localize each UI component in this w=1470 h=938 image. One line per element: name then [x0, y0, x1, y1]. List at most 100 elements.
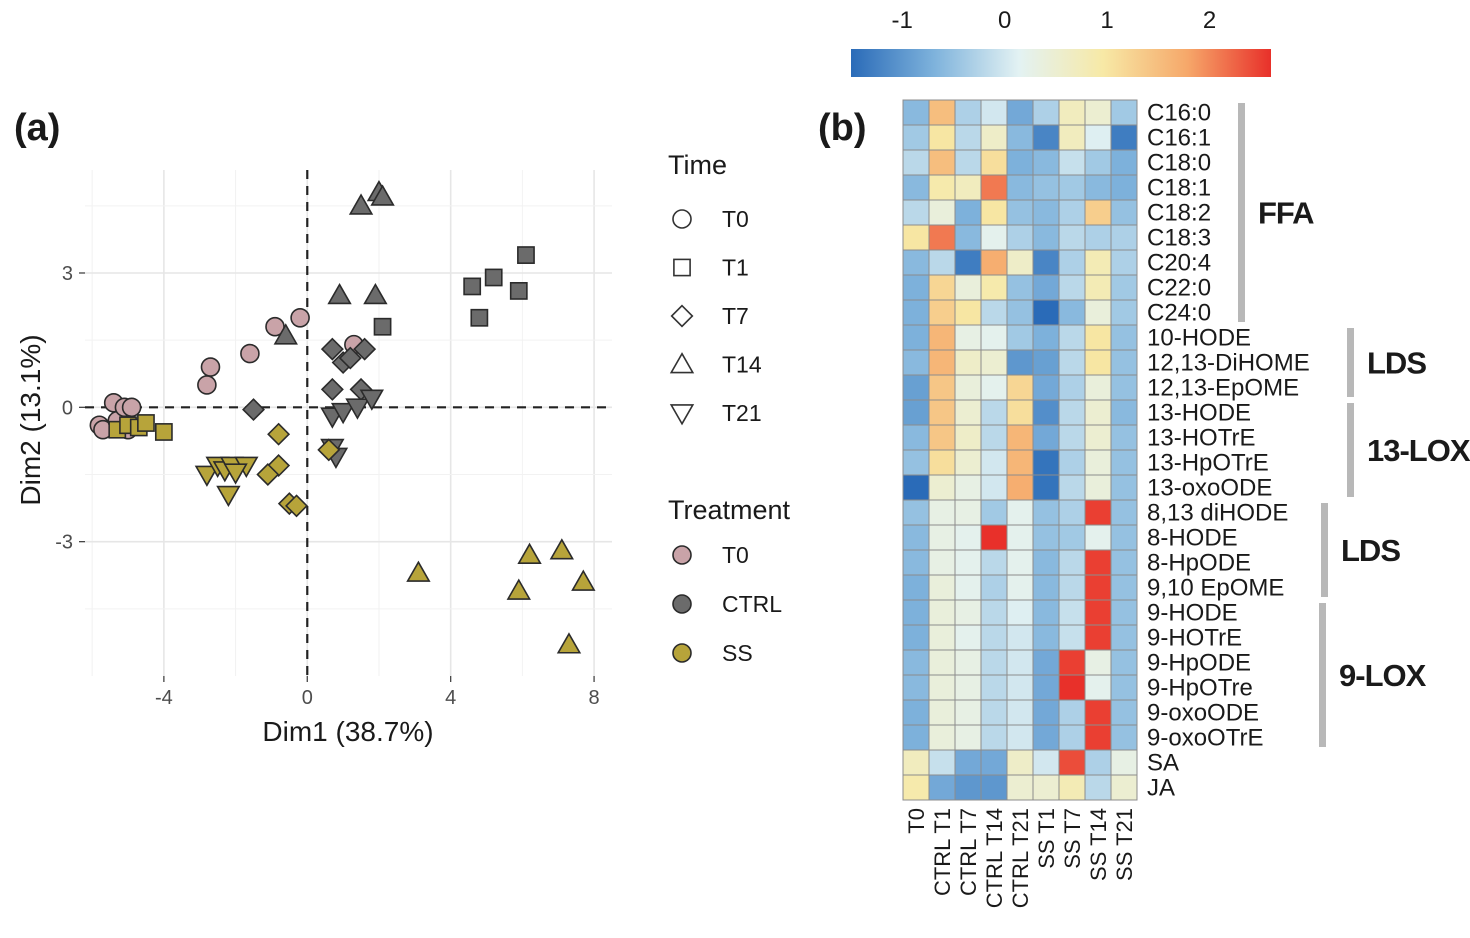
data-point-ctrl-square [509, 282, 528, 300]
heatmap-row-label: 9-HOTrE [1147, 625, 1242, 652]
legend-time-t0-label: T0 [722, 206, 749, 232]
heatmap-cell [902, 399, 930, 426]
heatmap-cell [1006, 424, 1034, 451]
heatmap-cell [902, 599, 930, 626]
scatter-axes: -4 0 4 8 3 0 -3 [55, 170, 612, 709]
heatmap-cell [928, 649, 956, 676]
heatmap-row-label: 8-HpODE [1147, 550, 1251, 577]
heatmap-cell [1110, 599, 1138, 626]
legend-time-t0-icon [672, 209, 692, 229]
heatmap-cell [902, 699, 930, 726]
heatmap-cell [1084, 724, 1112, 751]
heatmap-cell [1032, 349, 1060, 376]
legend-treatment-ss-icon [672, 643, 692, 663]
heatmap-cell [1110, 499, 1138, 526]
heatmap-row-label: C24:0 [1147, 300, 1211, 327]
heatmap-column-label: SS T21 [1112, 808, 1137, 881]
heatmap-row-label: 8,13 diHODE [1147, 500, 1288, 527]
group-bracket [1238, 103, 1245, 322]
heatmap-row-label: C16:0 [1147, 100, 1211, 127]
heatmap-cell [902, 274, 930, 301]
heatmap-cell [1032, 599, 1060, 626]
data-point-ctrl-diamond [320, 377, 344, 401]
heatmap-cell [1084, 349, 1112, 376]
heatmap-cell [980, 474, 1008, 501]
heatmap-cell [1058, 449, 1086, 476]
heatmap-cell [1084, 299, 1112, 326]
heatmap-cell [954, 524, 982, 551]
heatmap-cell [1006, 124, 1034, 151]
data-point-ctrl-square [517, 246, 535, 264]
heatmap-cell [954, 324, 982, 351]
heatmap-cell [980, 399, 1008, 426]
heatmap-cell [1084, 374, 1112, 401]
heatmap-row-label: C16:1 [1147, 125, 1211, 152]
heatmap-cell [1058, 599, 1086, 626]
heatmap-cell [1084, 749, 1112, 776]
heatmap-cell [1006, 199, 1034, 226]
heatmap-cell [1032, 674, 1060, 701]
heatmap-cell [928, 249, 956, 276]
heatmap-cell [1084, 624, 1112, 651]
group-bracket [1319, 603, 1326, 747]
heatmap-cell [1032, 399, 1060, 426]
heatmap-cell [980, 149, 1008, 176]
heatmap-cell [1110, 324, 1138, 351]
heatmap-cell [1006, 449, 1034, 476]
heatmap-cell [1084, 499, 1112, 526]
heatmap-cell [1032, 124, 1060, 151]
heatmap-cell [902, 499, 930, 526]
heatmap-row-label: 12,13-EpOME [1147, 375, 1299, 402]
data-point-ctrl-triangle-down [359, 389, 384, 411]
heatmap-col-labels: T0 CTRL T1 CTRL T7 CTRL T14 CTRL T21 SS T1 SS … [904, 808, 1137, 908]
heatmap-cell [1084, 774, 1112, 801]
heatmap-cell [980, 449, 1008, 476]
y-tick-label: 0 [62, 397, 73, 419]
heatmap-cell [954, 474, 982, 501]
heatmap-cell [1110, 199, 1138, 226]
data-point-ctrl-triangle-up [273, 323, 298, 345]
heatmap-cell [902, 374, 930, 401]
heatmap-cell [1058, 149, 1086, 176]
legend-time-title: Time [668, 150, 727, 180]
heatmap-row-label: 8-HODE [1147, 525, 1238, 552]
heatmap-cell [928, 624, 956, 651]
heatmap-cell [928, 224, 956, 251]
data-point-ctrl-triangle-down [330, 402, 356, 425]
colorbar-labels: -1 0 1 2 [892, 7, 1217, 34]
heatmap-cell [902, 524, 930, 551]
data-point-ss-triangle-up [406, 560, 431, 582]
heatmap-cell [1110, 549, 1138, 576]
legend-treatment-ss-label: SS [722, 640, 753, 666]
heatmap-cell [1032, 99, 1060, 126]
heatmap-cell [1006, 324, 1034, 351]
heatmap-cell [1110, 99, 1138, 126]
group-label-9-lox: 9-LOX [1339, 658, 1427, 693]
heatmap-cell [1058, 424, 1086, 451]
heatmap-cell [1084, 424, 1112, 451]
legend-time-t21-icon [669, 404, 695, 426]
heatmap-cell [1006, 624, 1034, 651]
heatmap-cell [1058, 249, 1086, 276]
heatmap-cell [954, 99, 982, 126]
legend-time-t14-icon [669, 352, 695, 374]
heatmap-row-label: 9,10 EpOME [1147, 575, 1284, 602]
heatmap-cell [954, 699, 982, 726]
data-point-ctrl-triangle-up [348, 193, 374, 215]
heatmap-cell [1084, 124, 1112, 151]
heatmap-cell [928, 399, 956, 426]
heatmap-cell [928, 749, 956, 776]
heatmap-cell [1006, 549, 1034, 576]
heatmap-cell [902, 574, 930, 601]
heatmap-cell [902, 199, 930, 226]
heatmap-cell [928, 699, 956, 726]
heatmap-cell [1006, 649, 1034, 676]
colorbar-tick-label: 2 [1203, 7, 1216, 34]
heatmap-cell [954, 349, 982, 376]
legend-time-t7-icon [670, 304, 694, 328]
heatmap-cell [928, 549, 956, 576]
data-point-ctrl-square [484, 268, 503, 287]
heatmap-cell [1058, 749, 1086, 776]
heatmap-cell [1110, 274, 1138, 301]
heatmap-cell [1058, 299, 1086, 326]
